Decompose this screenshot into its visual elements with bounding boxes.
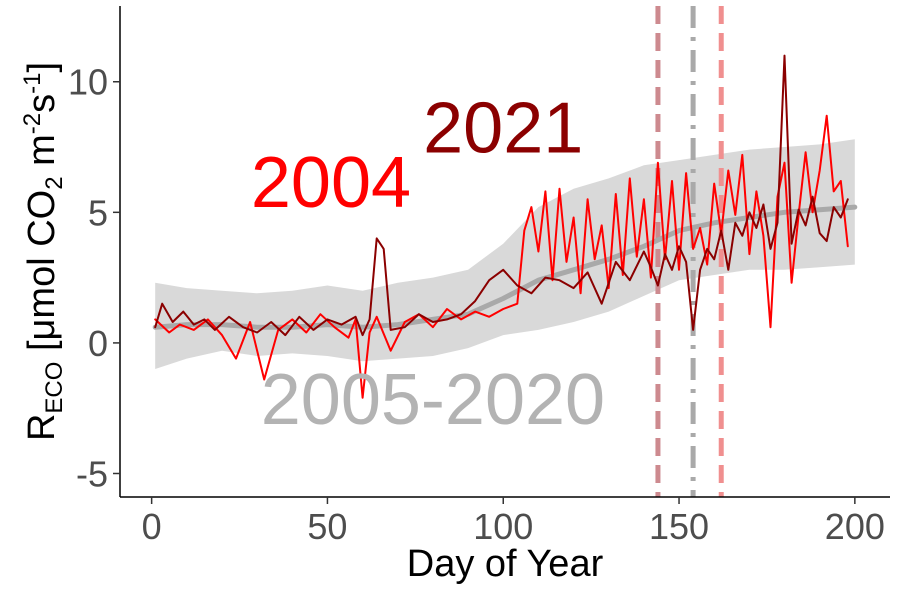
y-tick-label: -5 [76, 453, 108, 494]
y-title-main: R [21, 414, 63, 441]
band-2005-2020 [155, 139, 855, 369]
x-tick-label: 50 [307, 506, 347, 547]
y-title-co2-sub: 2 [41, 176, 68, 189]
annotation-2005-2020: 2005-2020 [261, 360, 605, 440]
y-title-unit-close: ] [21, 62, 63, 73]
y-tick-label: 5 [88, 192, 108, 233]
y-title-s-sup: -1 [19, 73, 46, 94]
y-title-unit-m: m [21, 134, 63, 176]
x-tick-label: 150 [649, 506, 709, 547]
series-layer [152, 54, 858, 399]
annotation-2021: 2021 [423, 88, 583, 168]
series-line-2005-2020 [152, 204, 858, 330]
y-title-unit-open: [μmol CO [21, 190, 63, 362]
x-tick-label: 0 [142, 506, 162, 547]
annotation-2004: 2004 [251, 143, 411, 223]
ticks-layer: 0 50 100 150 200 -5 0 5 10 [68, 62, 885, 547]
reference-lines-layer [655, 6, 724, 497]
y-title-unit-s: s [21, 94, 63, 113]
x-tick-label: 100 [473, 506, 533, 547]
y-title-m-sup: -2 [19, 113, 46, 134]
y-axis-title: RECO [μmol CO2 m-2s-1] [19, 62, 68, 441]
series-line-2021 [154, 54, 849, 337]
y-tick-label: 10 [68, 62, 108, 103]
y-title-sub: ECO [41, 362, 68, 414]
confidence-band-layer [155, 139, 855, 369]
x-axis-title: Day of Year [407, 543, 604, 585]
x-tick-label: 200 [825, 506, 885, 547]
y-tick-label: 0 [88, 323, 108, 364]
